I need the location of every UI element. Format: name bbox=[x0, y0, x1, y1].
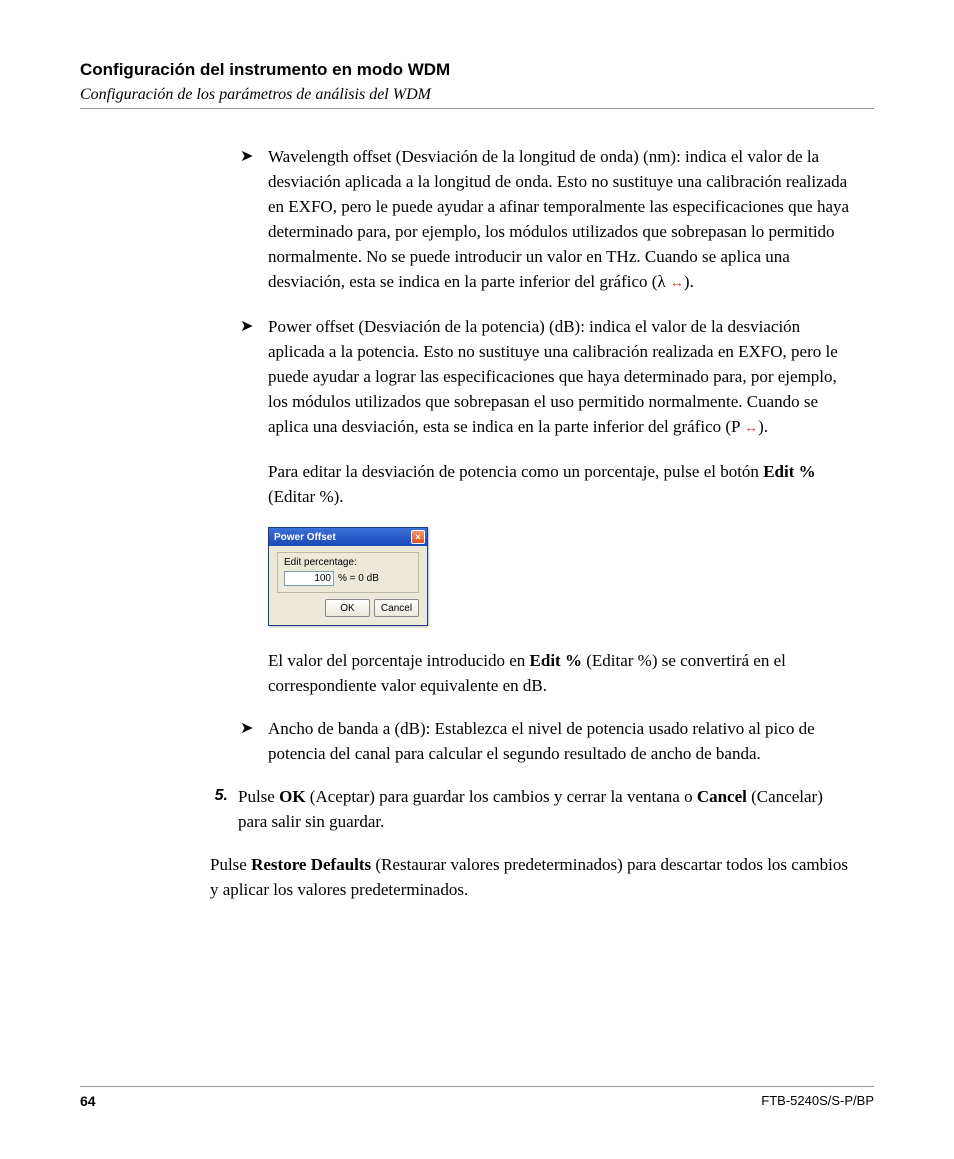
bullet-bandwidth: ➤ Ancho de banda a (dB): Establezca el n… bbox=[240, 716, 854, 766]
text-bold: Cancel bbox=[697, 787, 747, 806]
page-header-title: Configuración del instrumento en modo WD… bbox=[80, 60, 874, 80]
text-bold: Edit % bbox=[763, 462, 815, 481]
close-icon[interactable]: × bbox=[411, 530, 425, 544]
ok-button[interactable]: OK bbox=[325, 599, 370, 617]
field-suffix: % = 0 dB bbox=[338, 573, 379, 584]
dialog-body: Edit percentage: % = 0 dB OK Cancel bbox=[269, 546, 427, 625]
paragraph-edit-percent-result: El valor del porcentaje introducido en E… bbox=[268, 648, 854, 698]
dialog-titlebar: Power Offset × bbox=[269, 528, 427, 546]
text-segment: (Aceptar) para guardar los cambios y cer… bbox=[306, 787, 697, 806]
bullet-wavelength-offset: ➤ Wavelength offset (Desviación de la lo… bbox=[240, 144, 854, 296]
footer-divider bbox=[80, 1086, 874, 1087]
bullet-text: Power offset (Desviación de la potencia)… bbox=[268, 314, 854, 441]
page-footer: 64 FTB-5240S/S-P/BP bbox=[80, 1086, 874, 1109]
page-number: 64 bbox=[80, 1093, 96, 1109]
page-header-subtitle: Configuración de los parámetros de análi… bbox=[80, 86, 874, 104]
double-arrow-icon: ↔ bbox=[670, 276, 684, 291]
bullet-text: Ancho de banda a (dB): Establezca el niv… bbox=[268, 716, 854, 766]
percentage-input[interactable] bbox=[284, 571, 334, 586]
text-bold: Edit % bbox=[530, 651, 582, 670]
text-segment: Power offset (Desviación de la potencia)… bbox=[268, 317, 838, 436]
header-divider bbox=[80, 108, 874, 109]
bullet-arrow-icon: ➤ bbox=[240, 716, 268, 766]
bullet-text: Wavelength offset (Desviación de la long… bbox=[268, 144, 854, 296]
text-segment: Para editar la desviación de potencia co… bbox=[268, 462, 763, 481]
text-bold: Restore Defaults bbox=[251, 855, 371, 874]
model-number: FTB-5240S/S-P/BP bbox=[761, 1093, 874, 1109]
text-segment: ). bbox=[758, 417, 768, 436]
bullet-arrow-icon: ➤ bbox=[240, 314, 268, 441]
text-segment: El valor del porcentaje introducido en bbox=[268, 651, 530, 670]
content-area: ➤ Wavelength offset (Desviación de la lo… bbox=[80, 144, 874, 902]
step-5: 5. Pulse OK (Aceptar) para guardar los c… bbox=[210, 784, 854, 834]
paragraph-edit-percent: Para editar la desviación de potencia co… bbox=[268, 459, 854, 509]
cancel-button[interactable]: Cancel bbox=[374, 599, 419, 617]
text-segment: Wavelength offset (Desviación de la long… bbox=[268, 147, 849, 291]
dialog-button-row: OK Cancel bbox=[277, 599, 419, 617]
step-text: Pulse OK (Aceptar) para guardar los camb… bbox=[238, 784, 854, 834]
bullet-arrow-icon: ➤ bbox=[240, 144, 268, 296]
text-segment: ). bbox=[684, 272, 694, 291]
field-row: % = 0 dB bbox=[284, 571, 412, 586]
dialog-title: Power Offset bbox=[274, 532, 336, 543]
text-segment: (Editar %). bbox=[268, 487, 344, 506]
footer-row: 64 FTB-5240S/S-P/BP bbox=[80, 1093, 874, 1109]
power-offset-dialog: Power Offset × Edit percentage: % = 0 dB… bbox=[268, 527, 428, 626]
dialog-screenshot: Power Offset × Edit percentage: % = 0 dB… bbox=[268, 527, 854, 626]
bullet-power-offset: ➤ Power offset (Desviación de la potenci… bbox=[240, 314, 854, 441]
text-bold: OK bbox=[279, 787, 305, 806]
text-segment: Pulse bbox=[238, 787, 279, 806]
double-arrow-icon: ↔ bbox=[744, 421, 758, 436]
text-segment: Pulse bbox=[210, 855, 251, 874]
paragraph-restore-defaults: Pulse Restore Defaults (Restaurar valore… bbox=[210, 852, 854, 902]
field-label: Edit percentage: bbox=[284, 557, 412, 568]
field-group: Edit percentage: % = 0 dB bbox=[277, 552, 419, 593]
step-number: 5. bbox=[210, 784, 238, 834]
